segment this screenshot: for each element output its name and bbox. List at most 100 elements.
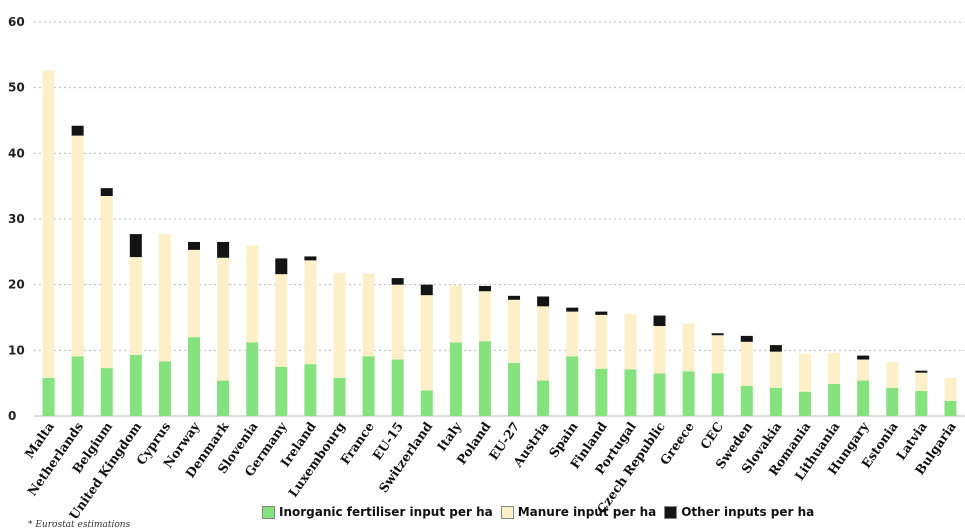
y-tick-label: 60 [8,15,25,29]
bar-manure [537,306,550,381]
bar-inorganic [508,362,521,416]
bar-manure [42,70,55,378]
bar-inorganic [478,341,491,416]
bar-inorganic [42,377,55,416]
bar-manure [682,323,695,372]
bar-inorganic [682,371,695,416]
bar-inorganic [275,366,288,416]
bar-inorganic [217,380,230,416]
bar-other [420,284,433,296]
bar-other [508,295,521,300]
y-axis: 0 10 20 30 40 50 60 [8,15,25,423]
x-tick-label: CEC [697,419,726,452]
bar-other [537,296,550,307]
bar-inorganic [653,373,666,416]
bar-manure [449,285,462,343]
bar-manure [275,274,288,367]
bar-other [857,355,870,360]
bar-other [275,258,288,275]
legend-swatch-other [664,505,678,519]
bar-manure [246,245,259,343]
bar-inorganic [304,364,317,416]
bar-inorganic [129,354,142,416]
bar-inorganic [624,369,637,416]
y-tick-label: 50 [8,81,25,95]
bar-inorganic [595,368,608,416]
legend: Inorganic fertiliser input per ha Manure… [262,505,822,519]
bar-inorganic [740,385,753,416]
bar-manure [624,314,637,370]
bar-inorganic [158,361,171,416]
bar-inorganic [915,391,928,416]
bar-other [391,278,404,285]
bar-other [566,307,579,312]
y-tick-label: 10 [8,343,25,357]
bar-other [71,125,84,136]
bar-manure [653,326,666,374]
bar-other [217,241,230,258]
bar-inorganic [391,359,404,416]
bar-manure [886,362,899,388]
bar-manure [129,257,142,355]
legend-item-inorganic: Inorganic fertiliser input per ha [262,505,493,519]
bar-other [100,188,113,197]
bar-manure [798,353,811,392]
legend-item-other: Other inputs per ha [664,505,814,519]
bar-other [915,370,928,373]
bar-manure [71,135,84,357]
bar-manure [944,377,957,401]
bar-inorganic [537,380,550,416]
bar-manure [915,372,928,392]
bar-manure [304,260,317,365]
bar-inorganic [886,387,899,416]
bar-other [129,234,142,258]
legend-swatch-inorganic [262,505,275,519]
bar-other [653,315,666,327]
bar-manure [217,257,230,381]
bar-inorganic [246,342,259,416]
y-tick-label: 0 [8,409,16,423]
bar-inorganic [449,342,462,416]
bar-inorganic [333,377,346,416]
bar-inorganic [566,356,579,416]
bar-inorganic [798,391,811,416]
bar-manure [828,352,841,384]
legend-swatch-manure [500,505,514,519]
bar-manure [508,299,521,363]
bar-manure [566,311,579,357]
bar-inorganic [944,400,957,416]
bar-inorganic [769,387,782,416]
bar-other [740,335,753,342]
bar-manure [391,284,404,360]
bar-manure [595,314,608,369]
bar-inorganic [828,383,841,416]
bar-inorganic [362,356,375,416]
legend-label-other: Other inputs per ha [681,505,815,519]
bar-other [478,285,491,292]
bar-manure [420,295,433,391]
bar-manure [769,351,782,388]
bars [42,70,957,416]
bar-inorganic [857,380,870,416]
y-tick-label: 30 [8,212,25,226]
bar-manure [100,196,113,369]
legend-label-inorganic: Inorganic fertiliser input per ha [279,505,493,519]
footnote: * Eurostat estimations [28,520,131,530]
bar-manure [362,273,375,357]
bar-manure [188,249,201,338]
bar-manure [333,272,346,378]
y-tick-label: 20 [8,278,25,292]
bar-inorganic [71,356,84,416]
bar-other [711,333,724,336]
bar-manure [740,341,753,386]
legend-item-manure: Manure input per ha [500,505,657,519]
bar-inorganic [100,368,113,416]
legend-label-manure: Manure input per ha [517,505,657,519]
bar-other [188,241,201,250]
bar-manure [478,291,491,342]
bar-inorganic [711,373,724,416]
gridlines [34,21,965,417]
bar-other [595,311,608,315]
bar-other [769,345,782,352]
